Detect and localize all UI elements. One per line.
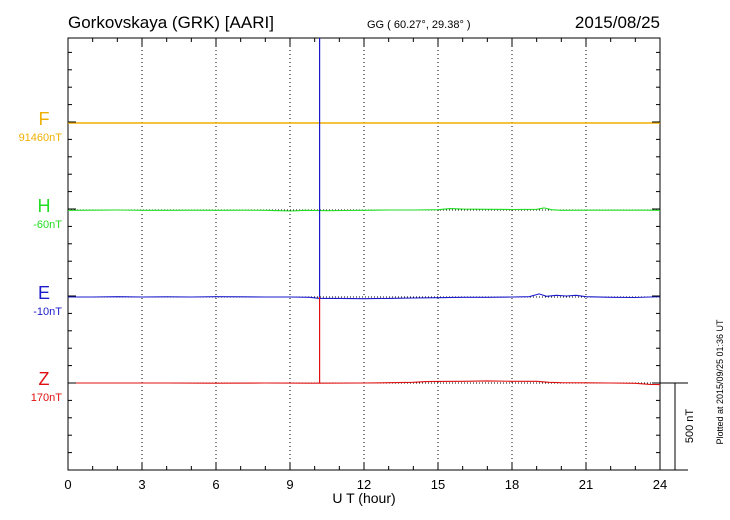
trace-layer <box>67 38 661 386</box>
x-tick-label: 21 <box>579 477 593 492</box>
x-tick-label: 15 <box>431 477 445 492</box>
plotted-at-note: Plotted at 2015/09/25 01:36 UT <box>715 319 725 445</box>
x-axis-label: U T (hour) <box>332 490 395 506</box>
scale-bar-label: 500 nT <box>684 409 696 444</box>
series-label-e: E <box>38 283 50 303</box>
x-tick-label: 3 <box>138 477 145 492</box>
x-tick-label: 18 <box>505 477 519 492</box>
series-label-z: Z <box>39 369 50 389</box>
trace-h <box>67 207 661 212</box>
trace-z <box>68 380 661 386</box>
label-layer: F 91460nT H -60nT E -10nT Z 170nT <box>19 109 63 404</box>
series-baseline-value-e: -10nT <box>33 306 62 318</box>
x-tick-label: 6 <box>212 477 219 492</box>
trace-e <box>68 293 661 300</box>
series-label-f: F <box>39 109 50 129</box>
station-coords: GG ( 60.27°, 29.38° ) <box>367 19 471 31</box>
x-tick-label: 24 <box>653 477 667 492</box>
station-title: Gorkovskaya (GRK) [AARI] <box>68 13 274 32</box>
series-baseline-value-f: 91460nT <box>19 132 63 144</box>
x-tick-label: 9 <box>286 477 293 492</box>
x-tick-label: 12 <box>357 477 371 492</box>
scale-bar: 500 nT <box>660 382 696 471</box>
x-tick-label: 0 <box>64 477 71 492</box>
grid-layer <box>141 38 587 470</box>
series-baseline-value-z: 170nT <box>31 392 62 404</box>
plot-date: 2015/08/25 <box>575 13 660 32</box>
series-label-h: H <box>38 196 51 216</box>
tick-layer: 0 3 6 9 12 15 18 21 24 <box>64 38 667 492</box>
series-baseline-value-h: -60nT <box>33 219 62 231</box>
